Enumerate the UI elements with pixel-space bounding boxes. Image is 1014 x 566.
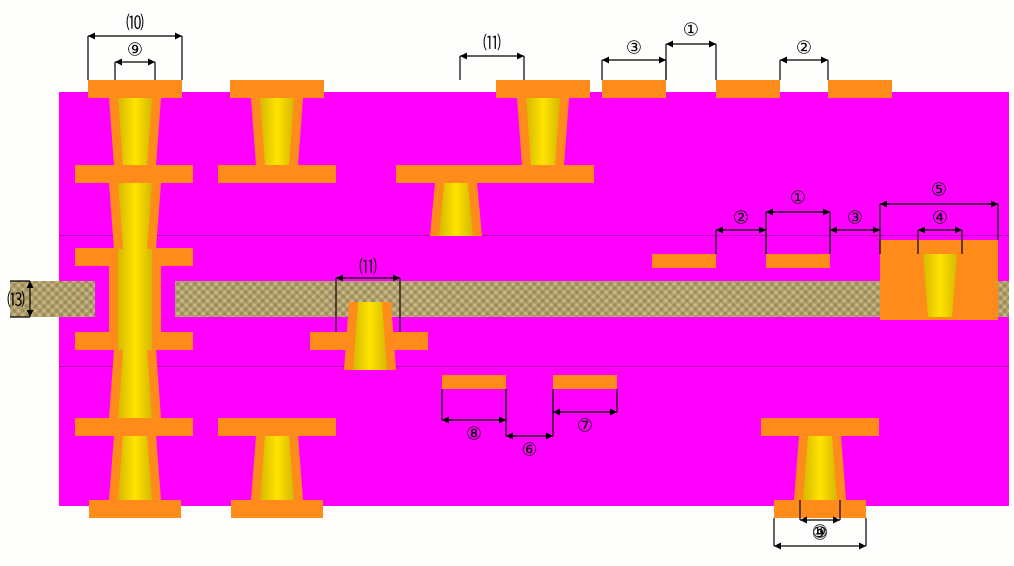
dim-label: ⑩ [812, 522, 828, 543]
dim-label: ⒀ [7, 286, 25, 312]
dim-label: ⑦ [577, 416, 593, 437]
copper-pad [500, 165, 594, 183]
via [109, 436, 161, 500]
via [109, 249, 161, 350]
dimension-d1a: ① [656, 24, 726, 100]
via [430, 183, 482, 236]
dim-label: ① [790, 188, 806, 209]
dim-label: ② [796, 38, 812, 59]
via [109, 350, 161, 418]
dimension-d4: ④ [908, 210, 972, 274]
dimension-d11b: ⑾ [326, 258, 410, 352]
dim-label: ③ [847, 208, 863, 229]
copper-pad [218, 165, 336, 183]
dim-label: ⑥ [521, 440, 537, 461]
dimension-d7: ⑦ [543, 369, 627, 432]
dimension-d9a: ⑨ [105, 42, 165, 100]
dim-label: ③ [626, 38, 642, 59]
layer-boundary [59, 366, 1009, 367]
dim-label: ⑤ [931, 180, 947, 201]
dim-label: ① [683, 20, 699, 41]
dim-label: ② [733, 208, 749, 229]
copper-pad [231, 500, 323, 518]
copper-pad [230, 80, 324, 98]
dimension-d2a: ② [770, 40, 838, 100]
via [251, 98, 303, 165]
dim-label: ④ [932, 208, 948, 229]
copper-pad [761, 418, 879, 436]
copper-pad [75, 165, 193, 183]
via [109, 183, 161, 249]
copper-pad [396, 165, 514, 183]
dim-label: ⑨ [127, 40, 143, 61]
dimension-d10b: ⑩ [764, 498, 876, 566]
dim-label: ⑽ [126, 9, 144, 35]
dim-label: ⑾ [483, 29, 501, 55]
dim-label: ⑾ [359, 253, 377, 279]
copper-pad [75, 418, 193, 436]
dim-label: ⑧ [466, 424, 482, 445]
woven-core [175, 281, 919, 317]
copper-pad [89, 500, 181, 518]
via [251, 436, 303, 500]
via [517, 98, 569, 165]
via [109, 98, 161, 165]
dimension-d11a: ⑾ [450, 36, 534, 100]
diagram-stage: ⑽⑨⑾③①②②①③⑤④⑾⑧⑥⑦⑨⑩⒀ [0, 0, 1014, 548]
dimension-d13: ⒀ [0, 271, 40, 327]
copper-pad [218, 418, 336, 436]
